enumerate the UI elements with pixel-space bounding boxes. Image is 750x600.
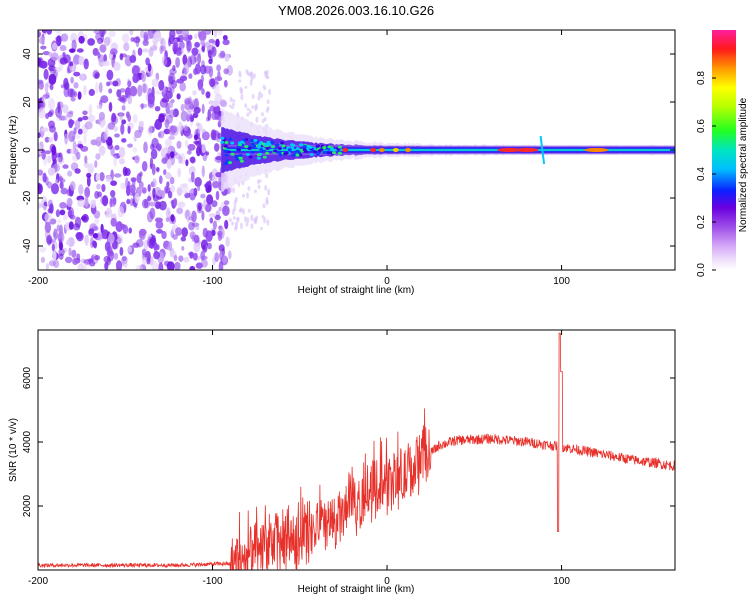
ridge-spike xyxy=(539,135,546,165)
y-tick-label: 2000 xyxy=(22,494,33,517)
ridge-hotspot xyxy=(392,148,399,152)
ridge-hotspot xyxy=(378,148,385,152)
colorbar-gradient xyxy=(712,30,736,270)
ridge-hotspot xyxy=(370,148,377,152)
ridge-hotspot xyxy=(405,148,411,152)
snr-series-line xyxy=(38,332,675,570)
x-tick-label: -200 xyxy=(28,276,48,287)
ridge-hotspot xyxy=(342,148,349,152)
x-tick-label: 100 xyxy=(553,576,570,587)
spectrogram-x-ticks: -200 -100 0 100 xyxy=(28,30,570,287)
snr-x-ticks: -200 -100 0 100 xyxy=(28,330,570,587)
spectrogram-y-axis-label: Frequency (Hz) xyxy=(8,116,19,185)
spectrogram-y-ticks: -40 -20 0 20 40 xyxy=(22,48,675,253)
spectrogram-signal-ridge xyxy=(220,108,675,192)
colorbar-label: Normalized spectral amplitude xyxy=(738,97,749,232)
colorbar-ticks: 0.0 0.2 0.4 0.6 0.8 xyxy=(696,71,716,277)
spectrogram-x-axis-label: Height of straight line (km) xyxy=(298,285,415,296)
snr-x-axis-label: Height of straight line (km) xyxy=(298,584,415,595)
y-tick-label: 20 xyxy=(22,96,33,108)
colorbar-tick-label: 0.2 xyxy=(696,215,707,229)
x-tick-label: 0 xyxy=(384,276,390,287)
x-tick-label: 0 xyxy=(384,576,390,587)
snr-y-axis-label: SNR (10 * v/v) xyxy=(8,418,19,482)
colorbar-tick-label: 0.0 xyxy=(696,263,707,277)
x-tick-label: -100 xyxy=(203,276,223,287)
y-tick-label: 40 xyxy=(22,48,33,60)
snr-y-ticks: 2000 4000 6000 xyxy=(22,366,675,517)
ridge-hotspot xyxy=(584,148,609,152)
spectrogram-noise-region xyxy=(38,30,272,270)
ridge-hotspot xyxy=(514,148,539,152)
chart-title: YM08.2026.003.16.10.G26 xyxy=(278,3,434,18)
y-tick-label: 4000 xyxy=(22,430,33,453)
x-tick-label: -200 xyxy=(28,576,48,587)
snr-frame xyxy=(37,329,676,571)
colorbar-tick-label: 0.4 xyxy=(696,167,707,181)
y-tick-label: 0 xyxy=(22,147,33,153)
ridge-hotspot xyxy=(497,148,522,152)
colorbar-tick-label: 0.8 xyxy=(696,71,707,85)
ridge-core xyxy=(225,145,675,155)
spectrogram-heatmap xyxy=(38,30,675,270)
y-tick-label: -20 xyxy=(22,190,33,205)
snr-panel: -200 -100 0 100 2000 4000 6000 Height of stra… xyxy=(8,329,676,595)
colorbar-tick-label: 0.6 xyxy=(696,119,707,133)
x-tick-label: 100 xyxy=(553,276,570,287)
x-tick-label: -100 xyxy=(203,576,223,587)
snr-plot-area xyxy=(38,332,675,570)
y-tick-label: -40 xyxy=(22,238,33,253)
y-tick-label: 6000 xyxy=(22,366,33,389)
colorbar: 0.0 0.2 0.4 0.6 0.8 Normalized spectral ampl… xyxy=(696,30,749,277)
